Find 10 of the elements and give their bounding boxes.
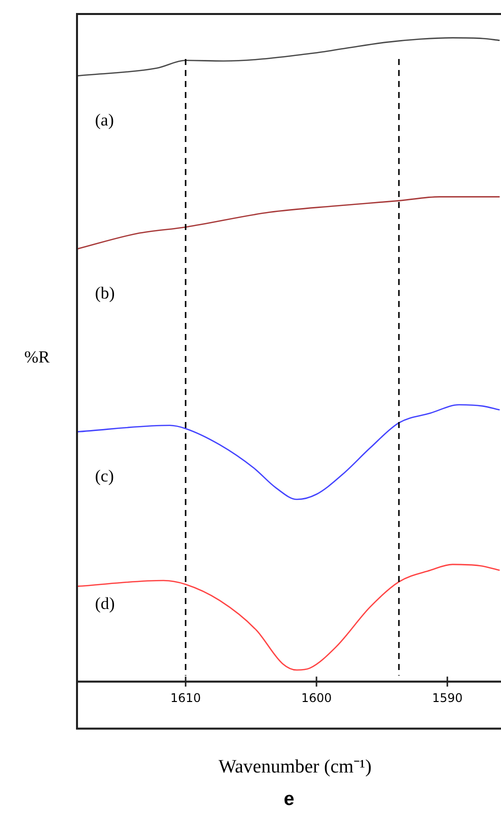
text: (a) xyxy=(95,110,114,130)
text: (c) xyxy=(95,466,114,486)
y-axis-title: %R xyxy=(24,347,50,366)
text: e xyxy=(284,788,294,810)
x-axis-title: Wavenumber (cm⁻¹) xyxy=(218,756,372,778)
x-tick-label: 1590 xyxy=(432,690,463,705)
x-tick-label: 1600 xyxy=(301,690,332,705)
series-label: (d) xyxy=(95,594,115,613)
text: (b) xyxy=(95,283,115,302)
x-tick-label: 1610 xyxy=(170,690,201,705)
